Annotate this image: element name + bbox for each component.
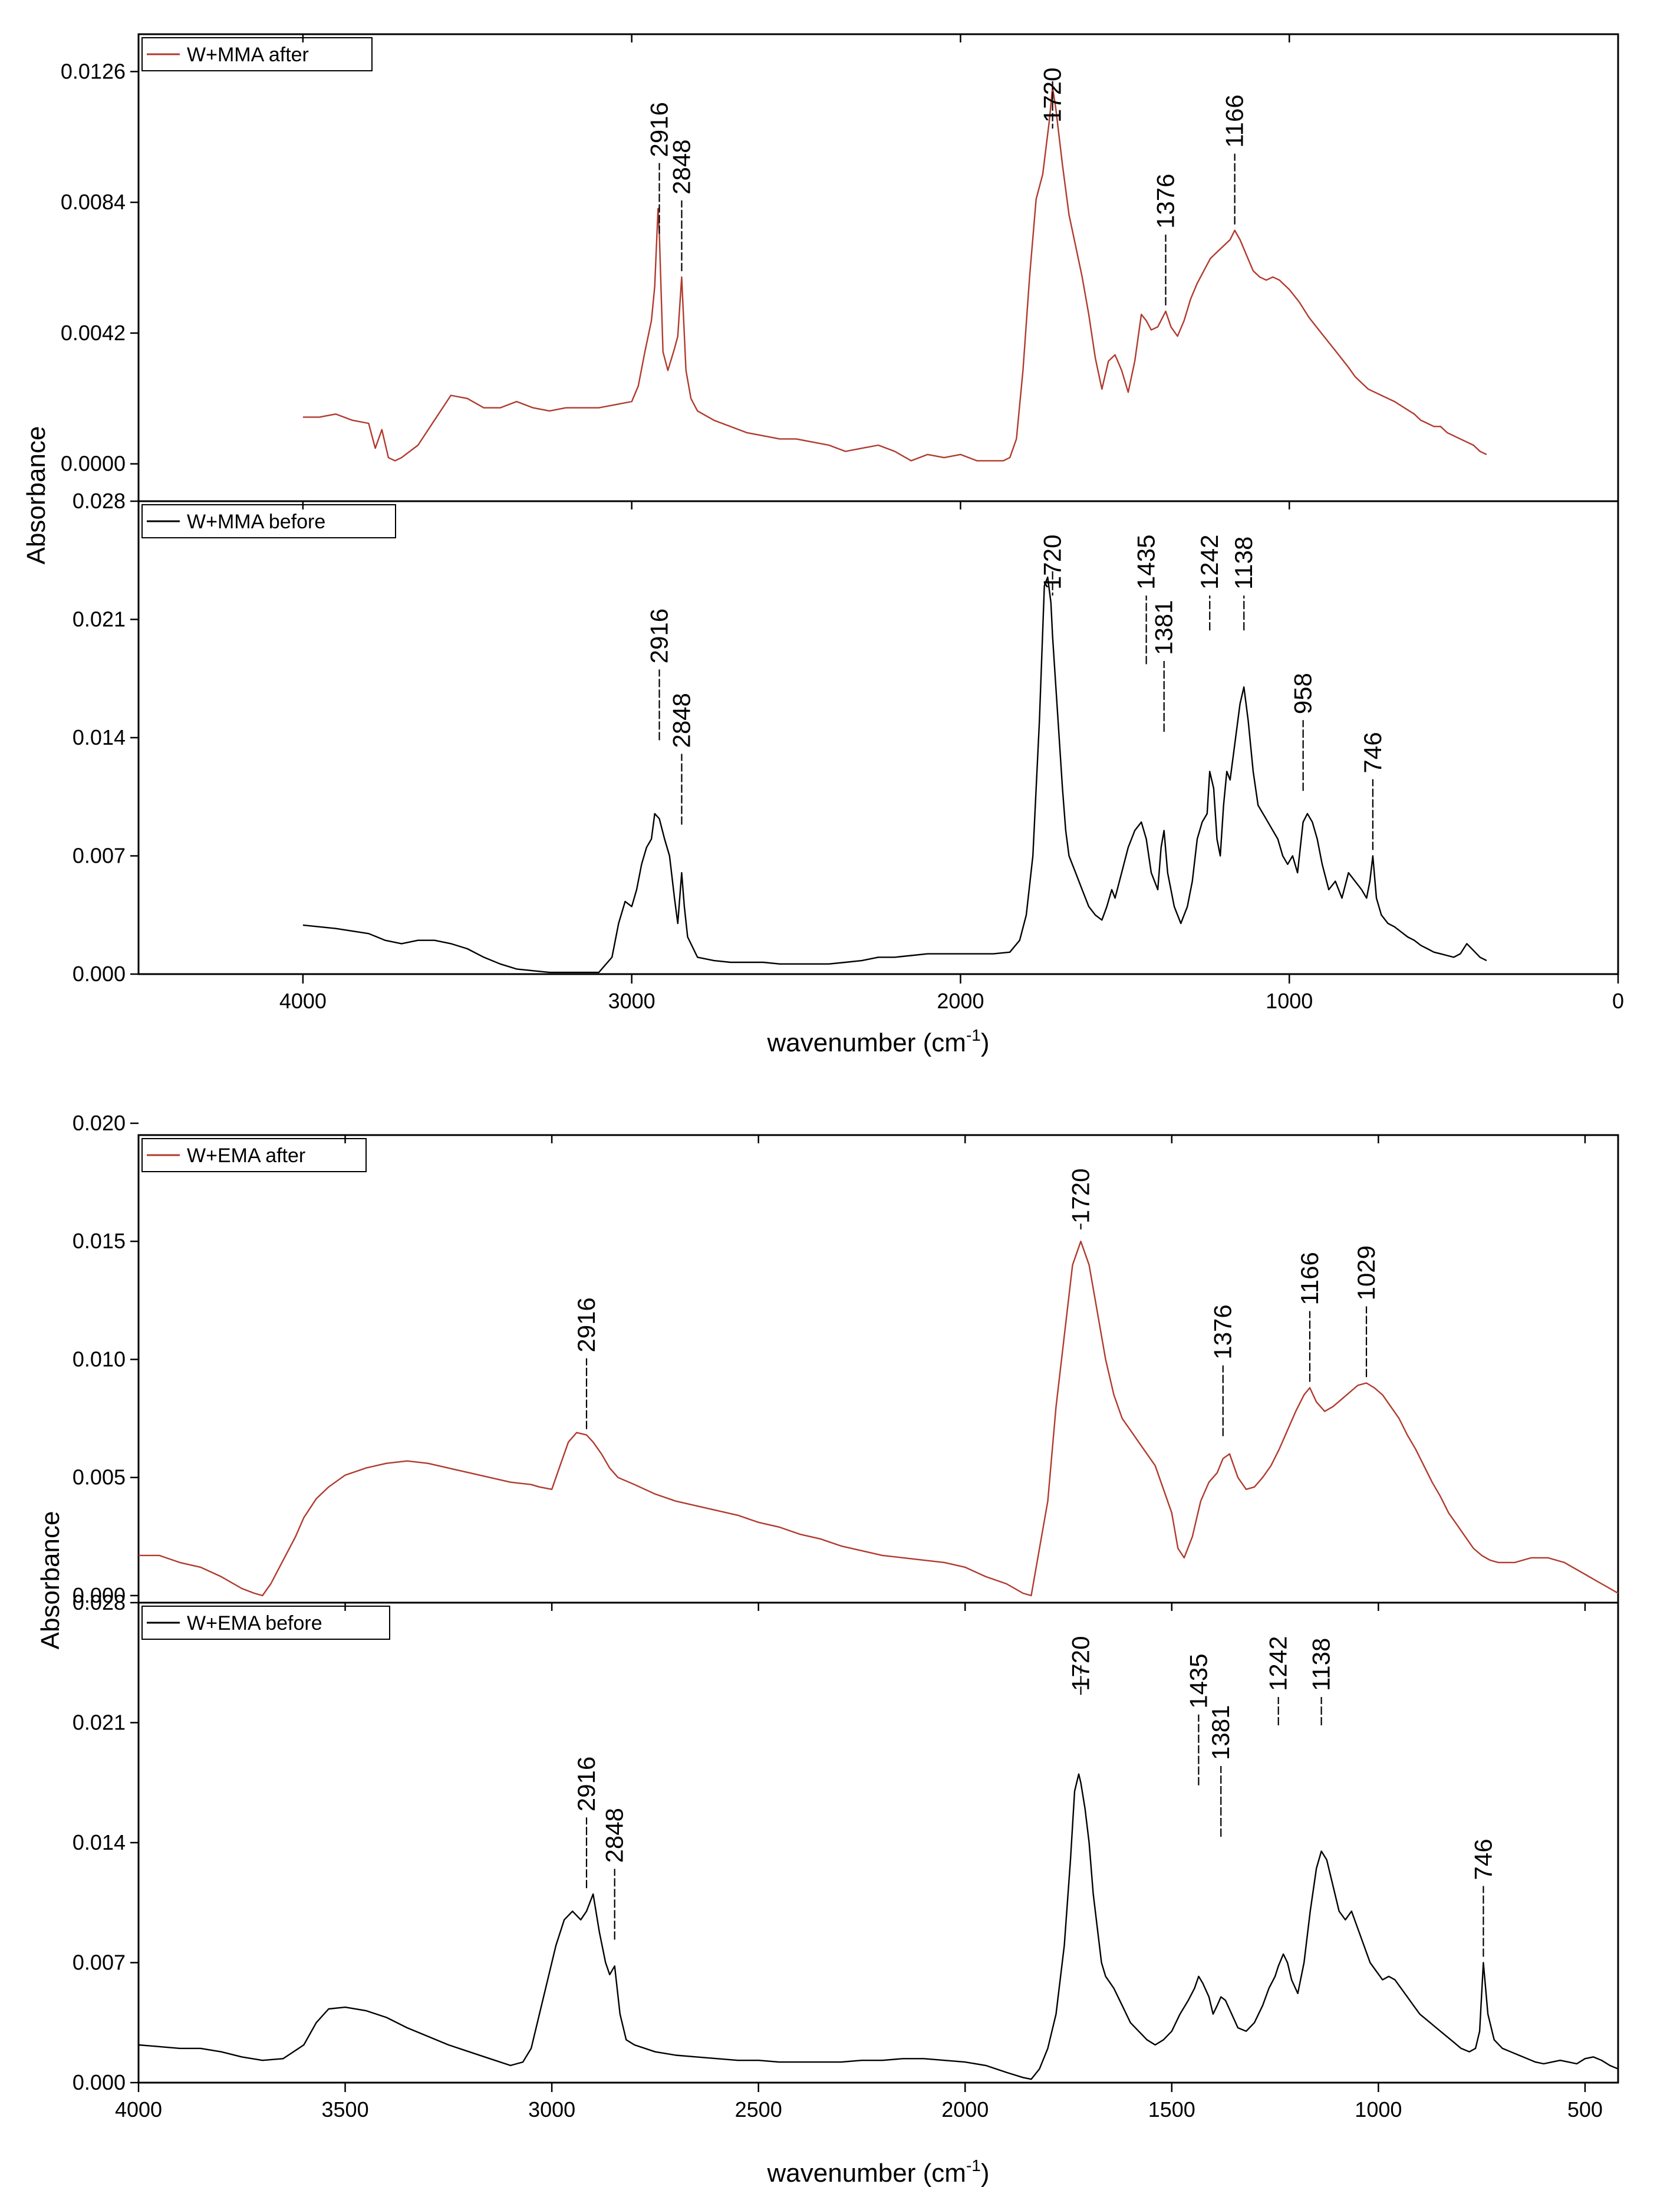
x-tick-label: 3500 bbox=[322, 2097, 369, 2122]
peak-label: 1720 bbox=[1039, 68, 1066, 123]
bottom-figure: 0.000 0.005 0.010 0.015 0.020 W+EMA after 2916… bbox=[36, 1111, 1619, 2187]
bottom-y-axis-title: Absorbance bbox=[36, 1511, 65, 1650]
top-y-axis-title: Absorbance bbox=[22, 426, 51, 565]
bottom-xlabel-main: wavenumber (cm bbox=[767, 2159, 966, 2187]
peak-label: 1720 bbox=[1067, 1636, 1095, 1691]
y-tick-label: 0.0042 bbox=[61, 321, 126, 345]
peak-label: 958 bbox=[1289, 673, 1317, 714]
peak-label: 1720 bbox=[1039, 535, 1066, 590]
peak-label: 2848 bbox=[667, 693, 695, 748]
bottom-x-axis-title: wavenumber (cm-1) bbox=[767, 2156, 990, 2187]
peak-label: 1376 bbox=[1209, 1304, 1237, 1359]
legend: W+EMA after bbox=[141, 1138, 367, 1172]
x-tick-label: 500 bbox=[1567, 2097, 1603, 2122]
y-tick-label: 0.000 bbox=[73, 1583, 126, 1607]
x-tick-label: 2000 bbox=[941, 2097, 989, 2122]
legend: W+MMA before bbox=[141, 504, 396, 538]
y-tick-label: 0.021 bbox=[73, 607, 126, 632]
peak-label: 1138 bbox=[1230, 537, 1257, 590]
legend-box bbox=[141, 1606, 390, 1640]
panel-w-ema-after: 0.000 0.005 0.010 0.015 0.020 W+EMA after 2916… bbox=[73, 1111, 1619, 1607]
peak-label: 2848 bbox=[601, 1808, 628, 1863]
legend: W+EMA before bbox=[141, 1606, 390, 1640]
top-x-axis-title: wavenumber (cm-1) bbox=[767, 1026, 990, 1057]
spectrum-line bbox=[302, 86, 1487, 462]
peak-label: 2916 bbox=[572, 1297, 600, 1352]
y-tick-label: 0.028 bbox=[73, 489, 126, 513]
bottom-x-axis-ticks: 4000 3500 3000 2500 2000 1500 1000 500 bbox=[115, 1135, 1603, 2122]
peak-label: 1242 bbox=[1195, 535, 1223, 590]
panel-w-ema-before: 0.000 0.007 0.014 0.021 0.028 W+EMA before 291… bbox=[73, 1590, 1619, 2094]
x-tick-label: 3000 bbox=[528, 2097, 575, 2122]
x-tick-label: 3000 bbox=[608, 989, 655, 1013]
peak-label: 1720 bbox=[1067, 1169, 1095, 1224]
legend-box bbox=[141, 37, 373, 71]
x-tick-label: 1500 bbox=[1148, 2097, 1195, 2122]
peak-label: 1376 bbox=[1151, 173, 1179, 228]
panel-w-mma-after: 0.0000 0.0042 0.0084 0.0126 W+MMA after 29162… bbox=[61, 33, 1619, 502]
peak-label: 1166 bbox=[1221, 94, 1249, 147]
y-tick-label: 0.014 bbox=[73, 725, 126, 749]
x-tick-label: 2500 bbox=[735, 2097, 782, 2122]
x-tick-label: 1000 bbox=[1355, 2097, 1402, 2122]
legend-label: W+EMA after bbox=[187, 1145, 305, 1167]
bottom-xlabel-close: ) bbox=[981, 2159, 990, 2187]
peak-label: 1381 bbox=[1207, 1705, 1234, 1760]
y-tick-label: 0.014 bbox=[73, 1830, 126, 1854]
peak-label: 1138 bbox=[1307, 1638, 1335, 1691]
x-tick-label: 0 bbox=[1612, 989, 1624, 1013]
peak-label: 2848 bbox=[667, 139, 695, 194]
peak-label: 2916 bbox=[645, 102, 673, 157]
legend: W+MMA after bbox=[141, 37, 373, 71]
peak-label: 1166 bbox=[1296, 1252, 1323, 1305]
y-tick-label: 0.005 bbox=[73, 1465, 126, 1489]
peak-label: 1435 bbox=[1184, 1653, 1212, 1708]
top-x-axis-ticks: 4000 3000 2000 1000 0 bbox=[279, 34, 1624, 1013]
top-xlabel-main: wavenumber (cm bbox=[767, 1028, 966, 1057]
top-xlabel-sup: -1 bbox=[966, 1026, 981, 1044]
peak-label: 746 bbox=[1359, 732, 1386, 773]
peak-label: 1029 bbox=[1352, 1245, 1380, 1300]
y-tick-label: 0.028 bbox=[73, 1590, 126, 1614]
y-tick-label: 0.000 bbox=[73, 962, 126, 986]
y-tick-label: 0.007 bbox=[73, 1951, 126, 1975]
top-xlabel-close: ) bbox=[981, 1028, 990, 1057]
y-tick-label: 0.010 bbox=[73, 1347, 126, 1371]
y-tick-label: 0.020 bbox=[73, 1111, 126, 1135]
y-tick-label: 0.000 bbox=[73, 2070, 126, 2094]
spectrum-line bbox=[138, 1773, 1619, 2080]
legend-label: W+MMA before bbox=[187, 511, 325, 533]
x-tick-label: 4000 bbox=[279, 989, 327, 1013]
legend-label: W+EMA before bbox=[187, 1612, 322, 1635]
peak-label: 1435 bbox=[1132, 535, 1160, 590]
panel-w-mma-before: 0.000 0.007 0.014 0.021 0.028 W+MMA before 291… bbox=[73, 489, 1619, 986]
y-tick-label: 0.0000 bbox=[61, 452, 126, 476]
legend-box bbox=[141, 504, 396, 538]
peak-label: 1381 bbox=[1150, 600, 1178, 655]
peak-label: 1242 bbox=[1264, 1636, 1292, 1691]
y-tick-label: 0.021 bbox=[73, 1711, 126, 1735]
bottom-xlabel-sup: -1 bbox=[966, 2156, 981, 2175]
x-tick-label: 2000 bbox=[937, 989, 984, 1013]
y-tick-label: 0.015 bbox=[73, 1229, 126, 1253]
x-tick-label: 1000 bbox=[1266, 989, 1313, 1013]
peak-label: 2916 bbox=[572, 1757, 600, 1811]
y-tick-label: 0.007 bbox=[73, 844, 126, 868]
peak-label: 2916 bbox=[645, 609, 673, 663]
x-tick-label: 4000 bbox=[115, 2097, 162, 2122]
spectrum-line bbox=[139, 1240, 1619, 1597]
y-tick-label: 0.0126 bbox=[61, 59, 126, 83]
spectrum-line bbox=[302, 576, 1487, 974]
legend-label: W+MMA after bbox=[187, 44, 309, 66]
y-tick-label: 0.0084 bbox=[61, 190, 126, 214]
peak-label: 746 bbox=[1469, 1839, 1497, 1880]
